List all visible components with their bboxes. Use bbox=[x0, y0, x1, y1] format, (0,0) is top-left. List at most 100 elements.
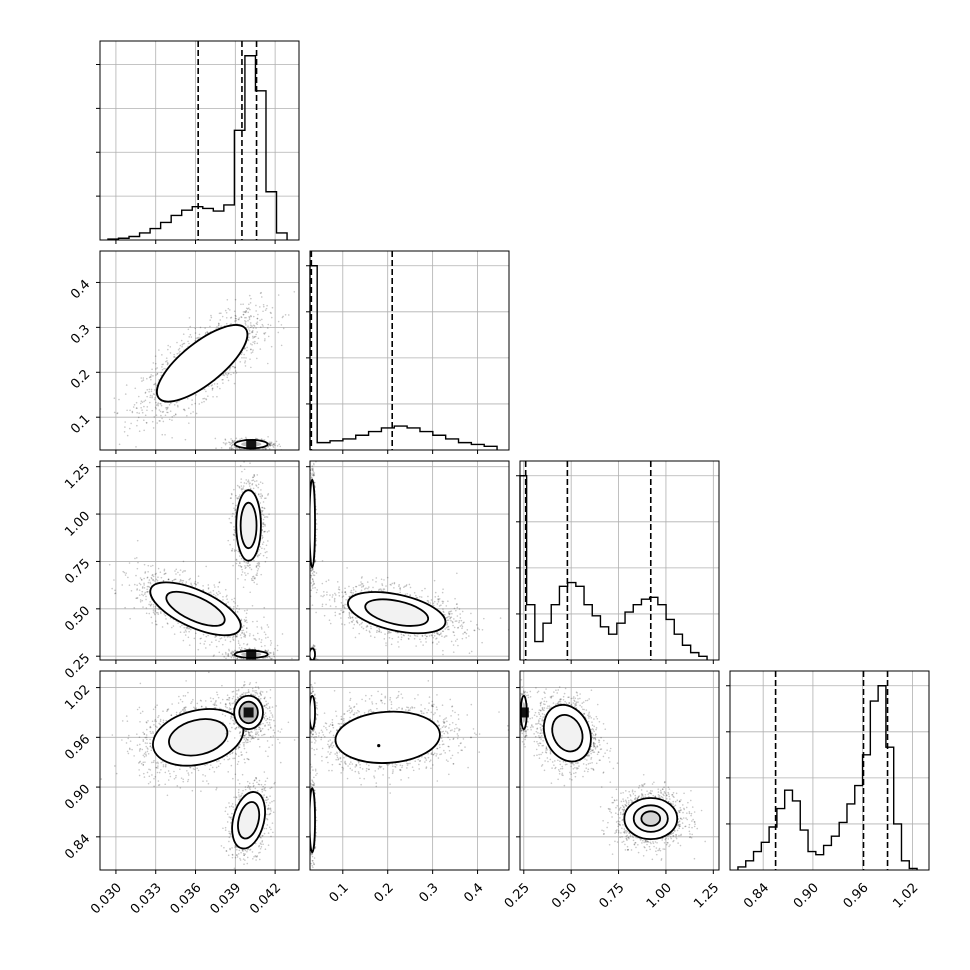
sample-point bbox=[236, 633, 238, 636]
pair-panel-1-0 bbox=[96, 250, 300, 454]
sample-point bbox=[126, 434, 129, 437]
sample-point bbox=[267, 636, 269, 639]
sample-point bbox=[148, 376, 151, 379]
sample-point bbox=[230, 493, 233, 496]
sample-point bbox=[263, 497, 266, 500]
sample-point bbox=[276, 445, 279, 447]
sample-point bbox=[174, 578, 176, 581]
sample-point bbox=[181, 345, 183, 348]
sample-point bbox=[253, 474, 256, 476]
sample-point bbox=[246, 621, 248, 624]
sample-point bbox=[195, 394, 197, 396]
panel-background bbox=[520, 461, 719, 660]
sample-point bbox=[162, 420, 165, 423]
sample-point bbox=[232, 639, 235, 642]
sample-point bbox=[227, 372, 230, 375]
contour-line bbox=[156, 324, 249, 403]
sample-point bbox=[132, 406, 135, 408]
sample-point bbox=[213, 383, 216, 385]
sample-point bbox=[266, 624, 269, 626]
sample-point bbox=[140, 579, 143, 581]
sample-point bbox=[233, 534, 235, 536]
sample-point bbox=[234, 531, 236, 534]
scatter-layer bbox=[108, 461, 293, 668]
sample-point bbox=[230, 442, 233, 445]
sample-point bbox=[248, 307, 250, 310]
sample-point bbox=[261, 509, 264, 512]
sample-point bbox=[435, 638, 437, 640]
sample-point bbox=[142, 594, 145, 597]
sample-point bbox=[136, 567, 139, 570]
panel-frame bbox=[519, 460, 720, 661]
sample-point bbox=[233, 382, 236, 385]
sample-point bbox=[241, 631, 244, 634]
sample-point bbox=[176, 404, 179, 407]
sample-point bbox=[280, 344, 283, 347]
sample-point bbox=[210, 316, 213, 319]
sample-point bbox=[174, 413, 177, 415]
sample-point bbox=[245, 566, 247, 569]
sample-point bbox=[213, 593, 215, 596]
sample-point bbox=[162, 580, 165, 582]
sample-point bbox=[248, 481, 250, 483]
sample-point bbox=[151, 573, 154, 576]
sample-point bbox=[253, 325, 256, 327]
sample-point bbox=[262, 522, 265, 524]
sample-point bbox=[189, 628, 192, 631]
sample-point bbox=[251, 331, 254, 333]
sample-point bbox=[266, 362, 269, 365]
sample-point bbox=[267, 626, 270, 628]
sample-point bbox=[263, 548, 266, 550]
sample-point bbox=[233, 597, 236, 600]
sample-point bbox=[454, 597, 456, 600]
sample-point bbox=[270, 442, 272, 445]
sample-point bbox=[420, 596, 423, 598]
sample-point bbox=[223, 374, 226, 377]
sample-point bbox=[243, 624, 245, 627]
sample-point bbox=[158, 420, 161, 422]
sample-point bbox=[154, 355, 157, 357]
sample-point bbox=[134, 557, 136, 560]
sample-point bbox=[288, 666, 290, 668]
sample-point bbox=[116, 412, 118, 415]
sample-point bbox=[237, 577, 239, 580]
sample-point bbox=[243, 609, 246, 612]
sample-point bbox=[148, 603, 150, 606]
sample-point bbox=[136, 589, 138, 591]
sample-point bbox=[249, 566, 251, 569]
sample-point bbox=[187, 636, 190, 639]
sample-point bbox=[150, 604, 152, 606]
sample-point bbox=[281, 633, 284, 635]
sample-point bbox=[152, 609, 155, 611]
sample-point bbox=[190, 412, 192, 415]
sample-point bbox=[265, 544, 268, 547]
sample-point bbox=[200, 637, 202, 640]
sample-point bbox=[249, 358, 251, 360]
sample-point bbox=[240, 485, 243, 487]
sample-point bbox=[251, 482, 254, 485]
sample-point bbox=[143, 400, 145, 403]
sample-point bbox=[182, 333, 185, 335]
sample-point bbox=[329, 622, 332, 625]
sample-point bbox=[256, 626, 258, 628]
sample-point bbox=[204, 647, 207, 649]
sample-point bbox=[163, 367, 165, 370]
sample-point bbox=[224, 442, 226, 445]
sample-point bbox=[121, 584, 124, 586]
sample-point bbox=[234, 529, 236, 532]
sample-point bbox=[169, 410, 172, 412]
sample-point bbox=[360, 626, 363, 628]
sample-point bbox=[220, 312, 222, 315]
sample-point bbox=[170, 626, 173, 629]
sample-point bbox=[245, 627, 248, 629]
sample-point bbox=[230, 445, 233, 447]
sample-point bbox=[235, 494, 237, 497]
sample-point bbox=[152, 427, 155, 429]
sample-point bbox=[188, 336, 191, 338]
sample-point bbox=[185, 630, 187, 633]
sample-point bbox=[216, 385, 219, 388]
sample-point bbox=[187, 340, 189, 343]
sample-point bbox=[272, 653, 275, 656]
sample-point bbox=[255, 310, 257, 312]
sample-point bbox=[136, 597, 138, 599]
